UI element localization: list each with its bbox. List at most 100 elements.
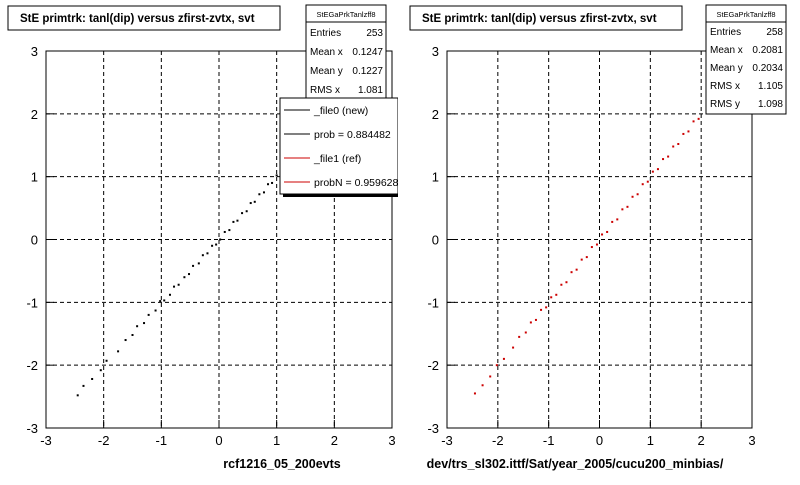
data-point bbox=[636, 193, 639, 196]
data-point bbox=[489, 375, 492, 378]
data-point bbox=[267, 183, 270, 186]
data-point bbox=[672, 145, 675, 148]
x-tick-label: 2 bbox=[331, 433, 338, 448]
data-point bbox=[473, 392, 476, 395]
data-point bbox=[201, 254, 204, 257]
chart-title: StE primtrk: tanl(dip) versus zfirst-zvt… bbox=[20, 13, 255, 25]
x-tick-label: -3 bbox=[441, 433, 453, 448]
x-tick-label: -1 bbox=[543, 433, 555, 448]
chart-title: StE primtrk: tanl(dip) versus zfirst-zvt… bbox=[422, 13, 657, 25]
stats-label: RMS y bbox=[710, 99, 740, 110]
data-point bbox=[206, 252, 209, 255]
data-point bbox=[631, 195, 634, 198]
x-tick-label: -2 bbox=[492, 433, 504, 448]
data-point bbox=[223, 230, 226, 233]
data-point bbox=[232, 220, 235, 223]
x-tick-label: 3 bbox=[388, 433, 395, 448]
stats-value: 0.1247 bbox=[352, 47, 383, 58]
data-point bbox=[271, 181, 274, 184]
data-point bbox=[560, 283, 563, 286]
data-point bbox=[601, 233, 604, 236]
data-point bbox=[117, 350, 120, 353]
data-point bbox=[82, 384, 85, 387]
stats-title: StEGaPrkTanlzff8 bbox=[316, 10, 375, 19]
data-point bbox=[580, 258, 583, 261]
data-point bbox=[211, 244, 214, 247]
data-point bbox=[262, 191, 265, 194]
stats-value: 1.105 bbox=[758, 81, 783, 92]
data-point bbox=[168, 293, 171, 296]
data-point bbox=[188, 273, 191, 276]
chart-panel-2: -3 -2 -1 0 1 2 3 -3 -2 -1 0 1 2 3 StE primtrk: tanl(di… bbox=[409, 4, 787, 471]
data-point bbox=[646, 180, 649, 183]
x-tick-label: 3 bbox=[748, 433, 755, 448]
x-tick-label: 2 bbox=[698, 433, 705, 448]
data-point bbox=[595, 243, 598, 246]
data-point bbox=[253, 200, 256, 203]
data-point bbox=[495, 364, 498, 367]
data-point bbox=[626, 205, 629, 208]
data-point bbox=[518, 335, 521, 338]
y-tick-label: 0 bbox=[432, 233, 439, 248]
stats-value: 0.1227 bbox=[352, 66, 383, 77]
y-tick-label: 2 bbox=[432, 107, 439, 122]
data-point bbox=[99, 369, 102, 372]
y-tick-label: 0 bbox=[31, 233, 38, 248]
x-axis-label: dev/trs_sl302.ittf/Sat/year_2005/cucu200… bbox=[427, 457, 724, 471]
data-point bbox=[236, 219, 239, 222]
data-point bbox=[241, 212, 244, 215]
y-tick-label: -1 bbox=[26, 295, 38, 310]
stats-label: Mean y bbox=[310, 66, 343, 77]
data-point bbox=[215, 243, 218, 246]
data-point bbox=[219, 238, 222, 241]
data-point bbox=[502, 357, 505, 360]
data-point bbox=[616, 218, 619, 221]
stats-label: Entries bbox=[710, 27, 741, 38]
data-point bbox=[481, 384, 484, 387]
y-tick-label: 1 bbox=[432, 170, 439, 185]
data-point bbox=[611, 220, 614, 223]
legend-label: _file0 (new) bbox=[313, 105, 368, 117]
stats-label: RMS x bbox=[310, 85, 340, 96]
legend-label: _file1 (ref) bbox=[313, 153, 361, 165]
data-point bbox=[159, 300, 162, 303]
y-tick-label: -3 bbox=[26, 421, 38, 436]
data-point bbox=[550, 296, 553, 299]
data-point bbox=[651, 170, 654, 173]
y-tick-label: 2 bbox=[31, 107, 38, 122]
data-point bbox=[258, 193, 261, 196]
data-point bbox=[534, 318, 537, 321]
data-point bbox=[163, 299, 166, 302]
y-tick-label: -1 bbox=[427, 295, 439, 310]
stats-title: StEGaPrkTanlzff8 bbox=[716, 10, 775, 19]
data-point bbox=[124, 339, 127, 342]
x-axis-label: rcf1216_05_200evts bbox=[223, 457, 341, 471]
stats-value: 0.2034 bbox=[752, 63, 783, 74]
data-point bbox=[656, 168, 659, 171]
stats-box bbox=[305, 4, 387, 101]
x-tick-label: 0 bbox=[596, 433, 603, 448]
x-tick-label: 1 bbox=[273, 433, 280, 448]
data-point bbox=[91, 377, 94, 380]
x-tick-label: -1 bbox=[156, 433, 168, 448]
data-point bbox=[197, 262, 200, 265]
data-point bbox=[183, 276, 186, 279]
data-point bbox=[692, 120, 695, 123]
title-box bbox=[409, 5, 683, 31]
stats-value: 0.2081 bbox=[752, 45, 783, 56]
y-tick-label: 3 bbox=[432, 44, 439, 59]
y-tick-label: -2 bbox=[26, 358, 38, 373]
data-point bbox=[275, 174, 278, 177]
legend-label: prob = 0.884482 bbox=[314, 129, 391, 141]
y-tick-label: -2 bbox=[427, 358, 439, 373]
stats-value: 1.081 bbox=[358, 85, 383, 96]
legend-box bbox=[279, 97, 398, 195]
data-point bbox=[545, 306, 548, 309]
stats-label: Mean y bbox=[710, 63, 743, 74]
data-point bbox=[147, 313, 150, 316]
data-point bbox=[621, 208, 624, 211]
data-point bbox=[540, 308, 543, 311]
data-point bbox=[228, 229, 231, 232]
